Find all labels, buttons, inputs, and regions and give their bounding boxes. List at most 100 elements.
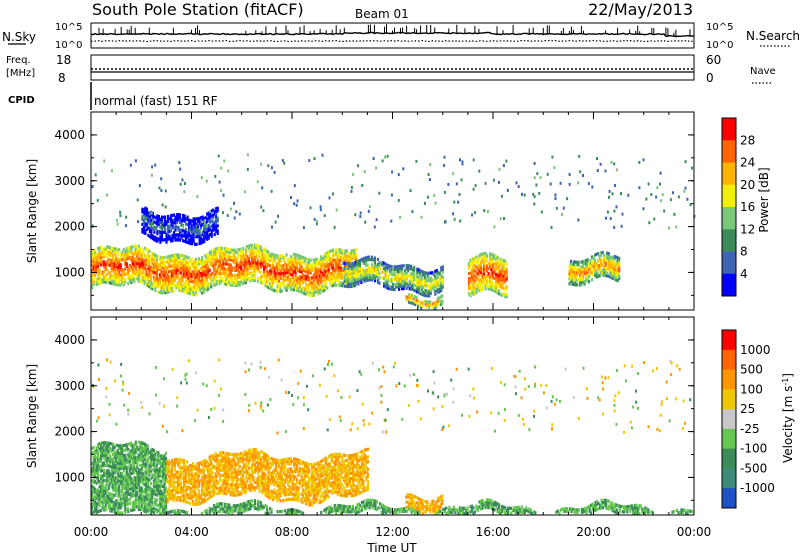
range-gate-cell	[452, 172, 454, 175]
range-gate-cell	[376, 218, 378, 221]
range-gate-cell	[149, 213, 151, 216]
range-gate-cell	[487, 210, 489, 213]
range-gate-cell	[473, 188, 475, 191]
range-gate-cell	[148, 250, 150, 253]
range-gate-cell	[410, 189, 412, 192]
range-gate-cell	[160, 189, 162, 192]
range-gate-cell	[656, 186, 658, 189]
range-gate-cell	[103, 160, 105, 163]
range-gate-cell	[191, 257, 193, 260]
range-gate-cell	[596, 157, 598, 160]
range-gate-cell	[457, 201, 459, 204]
range-gate-cell	[329, 196, 331, 199]
range-gate-cell	[588, 182, 590, 185]
range-gate-cell	[591, 278, 593, 281]
range-gate-cell	[220, 167, 222, 170]
range-gate-cell	[271, 190, 273, 193]
range-gate-cell	[326, 287, 328, 290]
colorbar-tick-label: 16	[740, 200, 755, 214]
range-gate-cell	[488, 272, 490, 275]
range-gate-cell	[156, 499, 158, 502]
range-gate-cell	[271, 166, 273, 169]
range-gate-cell	[126, 262, 128, 265]
range-gate-cell	[620, 192, 622, 195]
range-gate-cell	[618, 257, 620, 260]
range-gate-cell	[223, 160, 225, 163]
range-gate-cell	[129, 269, 131, 272]
y-tick-label: 4000	[54, 128, 85, 142]
range-gate-cell	[227, 169, 229, 172]
range-gate-cell	[139, 184, 141, 187]
range-gate-cell	[197, 225, 199, 228]
range-gate-cell	[541, 211, 543, 214]
range-gate-cell	[351, 186, 353, 189]
range-gate-cell	[577, 261, 579, 264]
range-gate-cell	[218, 155, 220, 158]
station-title: South Pole Station (fitACF)	[92, 0, 304, 19]
range-gate-cell	[569, 183, 571, 186]
range-gate-cell	[247, 153, 249, 156]
range-gate-cell	[540, 176, 542, 179]
range-gate-cell	[613, 226, 615, 229]
range-gate-cell	[650, 193, 652, 196]
range-gate-cell	[227, 248, 229, 251]
range-gate-cell	[282, 159, 284, 162]
range-gate-cell	[534, 176, 536, 179]
range-gate-cell	[355, 248, 357, 251]
range-gate-cell	[151, 212, 153, 215]
range-gate-cell	[403, 264, 405, 267]
range-gate-cell	[316, 222, 318, 225]
range-gate-cell	[398, 173, 400, 176]
range-gate-cell	[179, 168, 181, 171]
colorbar-tick-label: 28	[740, 133, 755, 147]
range-gate-cell	[577, 181, 579, 184]
range-gate-cell	[274, 171, 276, 174]
cpid-label: CPID	[8, 95, 35, 106]
range-gate-cell	[267, 251, 269, 254]
range-gate-cell	[685, 187, 687, 190]
range-gate-cell	[435, 202, 437, 205]
range-gate-cell	[478, 170, 480, 173]
range-gate-cell	[210, 283, 212, 286]
range-gate-cell	[621, 225, 623, 228]
range-gate-cell	[591, 186, 593, 189]
range-gate-cell	[444, 191, 446, 194]
range-gate-cell	[473, 158, 475, 161]
range-gate-cell	[364, 221, 366, 224]
range-gate-cell	[555, 197, 557, 200]
range-gate-cell	[616, 205, 618, 208]
range-gate-cell	[672, 191, 674, 194]
range-gate-cell	[119, 214, 121, 217]
range-gate-cell	[341, 249, 343, 252]
range-gate-cell	[310, 259, 312, 262]
range-gate-cell	[374, 226, 376, 229]
range-gate-cell	[203, 278, 205, 281]
power-colorbar-label: Power [dB]	[757, 167, 771, 232]
cpid-panel: CPID normal (fast) 151 RF	[8, 82, 218, 110]
range-gate-cell	[612, 192, 614, 195]
range-gate-cell	[588, 280, 590, 283]
range-gate-cell	[610, 217, 612, 220]
range-gate-cell	[608, 196, 610, 199]
range-gate-cell	[165, 487, 167, 490]
range-gate-cell	[170, 229, 172, 232]
range-gate-cell	[662, 193, 664, 196]
range-gate-cell	[119, 211, 121, 214]
range-gate-cell	[223, 194, 225, 197]
range-gate-cell	[290, 196, 292, 199]
range-gate-cell	[196, 195, 198, 198]
range-gate-cell	[180, 481, 182, 484]
range-gate-cell	[201, 256, 203, 259]
range-gate-cell	[216, 275, 218, 278]
range-gate-cell	[387, 155, 389, 158]
range-gate-cell	[663, 210, 665, 213]
range-gate-cell	[378, 282, 380, 285]
range-gate-cell	[257, 180, 259, 183]
range-gate-cell	[154, 164, 156, 167]
range-gate-cell	[551, 156, 553, 159]
range-gate-cell	[160, 177, 162, 180]
range-gate-cell	[303, 226, 305, 229]
